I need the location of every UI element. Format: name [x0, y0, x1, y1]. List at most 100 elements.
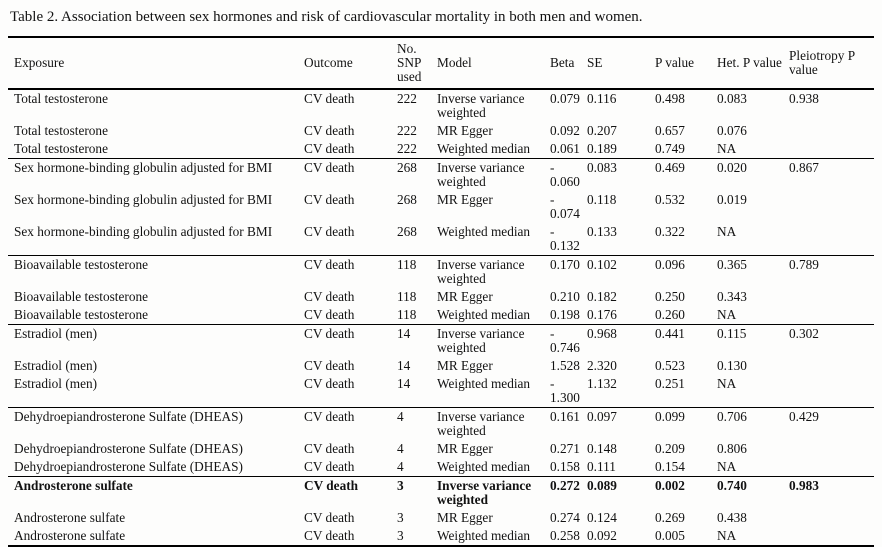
- cell-outcome: CV death: [304, 224, 355, 239]
- cell-se: 0.118: [587, 192, 617, 207]
- table-row: Dehydroepiandrosterone Sulfate (DHEAS) CV…: [8, 407, 874, 440]
- cell-snp: 4: [397, 459, 404, 474]
- cell-het: 0.083: [717, 91, 747, 106]
- cell-outcome: CV death: [304, 376, 355, 391]
- cell-p: 0.154: [655, 459, 685, 474]
- cell-het: NA: [717, 376, 737, 391]
- cell-het: 0.365: [714, 255, 786, 288]
- cell-model: Inverse variance weighted: [431, 324, 547, 357]
- cell-outcome: CV death: [298, 324, 391, 357]
- table-row: Sex hormone-binding globulin adjusted fo…: [8, 158, 874, 191]
- cell-p: 0.523: [655, 358, 685, 373]
- column-header-outcome: Outcome: [298, 37, 391, 90]
- cell-exposure: Total testosterone: [14, 91, 108, 106]
- cell-outcome: CV death: [304, 358, 355, 373]
- cell-p: 0.005: [655, 528, 685, 543]
- cell-snp: 3: [391, 476, 431, 509]
- cell-exposure: Androsterone sulfate: [14, 528, 126, 543]
- cell-se: 0.089: [584, 476, 652, 509]
- cell-exposure: Total testosterone: [14, 123, 108, 138]
- column-header-pleiotropy-p-value: Pleiotropy P value: [786, 37, 874, 90]
- cell-pleio: 0.938: [789, 91, 819, 106]
- cell-exposure: Bioavailable testosterone: [14, 307, 149, 322]
- cell-pleio: [786, 140, 874, 159]
- table-caption: Table 2. Association between sex hormone…: [10, 9, 643, 25]
- cell-beta: - 1.300: [550, 376, 580, 405]
- cell-outcome: CV death: [304, 307, 355, 322]
- cell-exposure: Dehydroepiandrosterone Sulfate (DHEAS): [8, 407, 298, 440]
- cell-het: 0.740: [714, 476, 786, 509]
- table-row: Bioavailable testosterone CV death 118 MR E…: [8, 288, 874, 306]
- cell-p: 0.469: [652, 158, 714, 191]
- cell-model: Weighted median: [437, 307, 531, 322]
- results-table: Exposure Outcome No. SNP used Model Beta…: [8, 36, 874, 547]
- cell-model: Weighted median: [437, 224, 531, 239]
- table-row: Total testosterone CV death 222 Inverse var…: [8, 89, 874, 122]
- cell-exposure: Sex hormone-binding globulin adjusted fo…: [8, 158, 298, 191]
- cell-beta: 0.274: [550, 510, 580, 525]
- cell-outcome: CV death: [304, 459, 355, 474]
- column-header-beta: Beta: [547, 37, 584, 90]
- cell-beta: 0.061: [550, 141, 580, 156]
- cell-exposure: Androsterone sulfate: [8, 476, 298, 509]
- cell-beta: 0.198: [550, 307, 580, 322]
- cell-snp: 3: [397, 528, 404, 543]
- header-row: Exposure Outcome No. SNP used Model Beta…: [8, 37, 874, 90]
- cell-model: Inverse variance weighted: [431, 476, 547, 509]
- cell-p: 0.002: [652, 476, 714, 509]
- cell-pleio: 0.302: [786, 324, 874, 357]
- cell-p: 0.260: [655, 307, 685, 322]
- column-header-se: SE: [584, 37, 652, 90]
- cell-snp: 118: [397, 307, 417, 322]
- cell-exposure: Bioavailable testosterone: [14, 289, 149, 304]
- cell-p: 0.657: [655, 123, 685, 138]
- column-header-p-value: P value: [652, 37, 714, 90]
- cell-beta: 0.092: [550, 123, 580, 138]
- table-row: Total testosterone CV death 222 Weighted me…: [8, 140, 874, 159]
- column-header-model: Model: [431, 37, 547, 90]
- cell-het: 0.343: [717, 289, 747, 304]
- column-header-snp-used: No. SNP used: [391, 37, 431, 90]
- cell-het: NA: [717, 141, 737, 156]
- cell-pleio: 0.867: [786, 158, 874, 191]
- table-row: Sex hormone-binding globulin adjusted fo…: [8, 223, 874, 256]
- cell-model: MR Egger: [437, 358, 493, 373]
- cell-het: NA: [717, 459, 737, 474]
- cell-se: 0.111: [587, 459, 616, 474]
- cell-model: MR Egger: [437, 192, 493, 207]
- cell-model: Inverse variance weighted: [431, 158, 547, 191]
- cell-pleio: 0.983: [786, 476, 874, 509]
- cell-pleio: 0.789: [786, 255, 874, 288]
- cell-model: Inverse variance weighted: [431, 407, 547, 440]
- cell-het: 0.438: [717, 510, 747, 525]
- table-row: Androsterone sulfate CV death 3 Weighted me…: [8, 527, 874, 546]
- table-header: Exposure Outcome No. SNP used Model Beta…: [8, 37, 874, 90]
- cell-snp: 222: [397, 141, 417, 156]
- cell-het: 0.130: [717, 358, 747, 373]
- cell-outcome: CV death: [304, 441, 355, 456]
- table-row: Sex hormone-binding globulin adjusted fo…: [8, 191, 874, 223]
- cell-exposure: Estradiol (men): [14, 376, 98, 391]
- cell-beta: 0.079: [550, 91, 580, 106]
- cell-exposure: Androsterone sulfate: [14, 510, 126, 525]
- table-row: Total testosterone CV death 222 MR Egger 0.0…: [8, 122, 874, 140]
- cell-p: 0.099: [652, 407, 714, 440]
- cell-pleio: [786, 357, 874, 375]
- cell-se: 1.132: [587, 376, 617, 391]
- cell-se: 0.189: [587, 141, 617, 156]
- cell-se: 2.320: [587, 358, 617, 373]
- cell-model: MR Egger: [437, 123, 493, 138]
- cell-exposure: Total testosterone: [14, 141, 108, 156]
- table-body: Total testosterone CV death 222 Inverse var…: [8, 89, 874, 546]
- cell-p: 0.096: [652, 255, 714, 288]
- cell-exposure: Sex hormone-binding globulin adjusted fo…: [14, 192, 273, 207]
- cell-se: 0.176: [587, 307, 617, 322]
- table-row: Estradiol (men) CV death 14 Weighted median…: [8, 375, 874, 408]
- cell-p: 0.498: [655, 91, 685, 106]
- cell-p: 0.209: [655, 441, 685, 456]
- table-row: Bioavailable testosterone CV death 118 Weig…: [8, 306, 874, 325]
- cell-model: MR Egger: [437, 510, 493, 525]
- cell-se: 0.097: [584, 407, 652, 440]
- table-row: Dehydroepiandrosterone Sulfate (DHEAS) CV…: [8, 458, 874, 477]
- table-row: Androsterone sulfate CV death 3 Inverse var…: [8, 476, 874, 509]
